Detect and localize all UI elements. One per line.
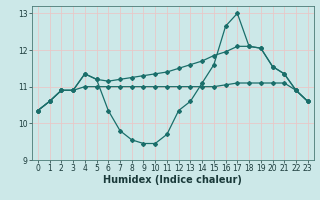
X-axis label: Humidex (Indice chaleur): Humidex (Indice chaleur)	[103, 175, 242, 185]
